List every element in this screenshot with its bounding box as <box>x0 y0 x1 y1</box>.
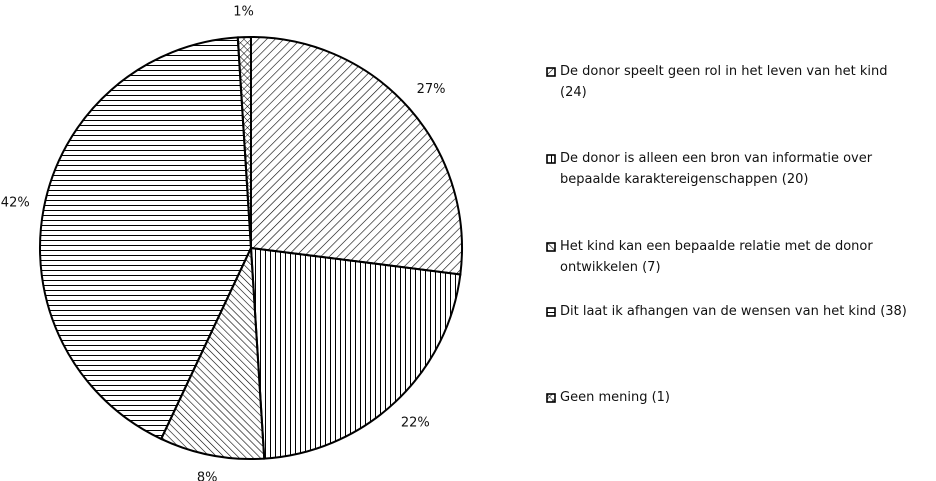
legend-swatch-box <box>546 307 556 317</box>
pie-slice <box>39 36 253 441</box>
legend-swatch-box <box>546 242 556 252</box>
legend-swatch <box>546 67 556 77</box>
legend-swatch <box>546 242 556 252</box>
legend-label: Geen mening (1) <box>560 390 670 405</box>
legend-label: Dit laat ik afhangen van de wensen van h… <box>560 304 907 319</box>
slice-label: 27% <box>417 82 446 97</box>
pie-slice <box>250 35 463 276</box>
legend-label: De donor is alleen een bron van informat… <box>560 151 873 187</box>
legend-swatch <box>546 154 556 164</box>
legend-item: Dit laat ik afhangen van de wensen van h… <box>546 301 916 322</box>
legend-item: Het kind kan een bepaalde relatie met de… <box>546 236 916 278</box>
legend-label: Het kind kan een bepaalde relatie met de… <box>560 239 873 275</box>
pie-slice <box>236 35 252 249</box>
slice-label: 1% <box>233 5 254 20</box>
legend-item: De donor is alleen een bron van informat… <box>546 148 916 190</box>
pie-slice <box>159 247 266 460</box>
chart: 27% 22% 8% 42% 1% <box>1 5 463 481</box>
pie-slice <box>249 246 462 460</box>
legend-swatch <box>546 393 556 403</box>
legend-swatch-box <box>546 67 556 77</box>
legend-swatch-box <box>546 154 556 164</box>
slice-label: 8% <box>197 470 218 481</box>
legend-swatch-box <box>546 393 556 403</box>
legend-item: De donor speelt geen rol in het leven va… <box>546 61 916 103</box>
legend-item: Geen mening (1) <box>546 387 916 408</box>
legend-label: De donor speelt geen rol in het leven va… <box>560 64 888 100</box>
legend-swatch <box>546 307 556 317</box>
slice-label: 42% <box>1 196 30 211</box>
slice-label: 22% <box>401 415 430 430</box>
